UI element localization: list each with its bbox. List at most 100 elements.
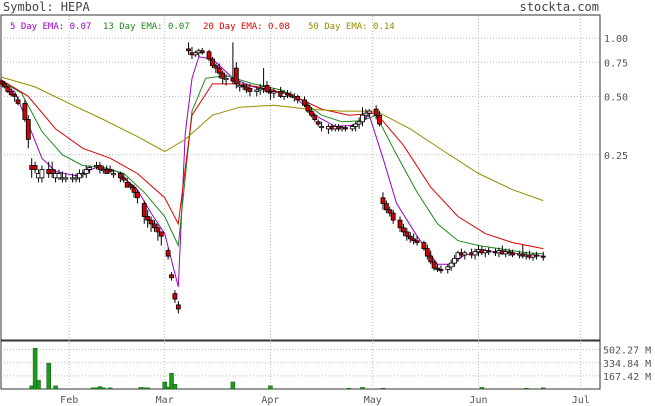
price-tick-label: 1.00 (604, 34, 628, 45)
date-tick-label: Jun (469, 395, 487, 406)
date-tick-label: Feb (60, 395, 78, 406)
candle-body (240, 84, 246, 88)
date-tick-label: May (364, 395, 382, 406)
candle-body (131, 186, 137, 193)
volume-bars (29, 348, 546, 390)
date-tick-label: Apr (261, 395, 279, 406)
candle-body (175, 304, 181, 310)
candle-body (288, 94, 294, 97)
volume-bar (523, 387, 529, 390)
volume-bar (230, 381, 236, 390)
candle-body (186, 48, 191, 52)
volume-bar (479, 387, 485, 390)
candle-body (353, 123, 359, 127)
candle-body (349, 126, 355, 130)
candle-body (172, 293, 178, 300)
volume-bar (53, 385, 58, 390)
date-axis-labels: Feb Mar Apr May Jun Jul (60, 395, 590, 406)
grid (1, 16, 600, 389)
candle-body (49, 169, 55, 174)
candle-body (404, 231, 410, 237)
candle-body (411, 238, 417, 242)
candle-body (254, 89, 260, 92)
candle-body (97, 165, 103, 170)
candle-body (312, 114, 318, 120)
candle-body (452, 257, 457, 264)
price-tick-label: 0.75 (604, 58, 628, 69)
candle-body (22, 103, 28, 120)
date-tick-label: Jul (572, 395, 590, 406)
candle-body (486, 250, 492, 253)
volume-panel (0, 340, 601, 390)
candle-body (12, 94, 18, 97)
candle-body (165, 250, 171, 257)
candle-body (360, 114, 365, 123)
date-tick-label: Mar (156, 395, 174, 406)
volume-bar (380, 387, 386, 390)
candle-body (199, 50, 205, 54)
candle-body (121, 177, 127, 181)
candle-body (158, 231, 164, 237)
volume-bar (107, 387, 113, 390)
candle-body (169, 274, 174, 279)
price-panel (0, 14, 601, 341)
candle-body (397, 219, 403, 229)
candle-body (220, 72, 226, 79)
candle-body (271, 91, 277, 94)
candle-body (152, 223, 157, 229)
candle-body (366, 110, 372, 114)
volume-bar (145, 387, 150, 390)
volume-bar (360, 387, 365, 390)
volume-bar (346, 387, 352, 390)
candle-body (401, 227, 406, 233)
candle-body (210, 58, 215, 67)
candle-body (155, 227, 161, 233)
candle-body (63, 177, 69, 180)
volume-axis-labels: 502.27 M 334.84 M 167.42 M (603, 346, 651, 383)
candle-body (383, 203, 389, 211)
candle-body (128, 184, 133, 188)
candle-body (107, 169, 113, 172)
candle-body (472, 251, 478, 256)
volume-tick-label: 334.84 M (603, 359, 651, 370)
candle-body (39, 169, 45, 179)
candle-body (455, 252, 461, 259)
candle-body (428, 255, 434, 263)
price-tick-label: 0.25 (604, 151, 628, 162)
candle-body (87, 167, 93, 170)
candle-body (319, 126, 324, 129)
legend-ema50: 50 Day EMA: 0.14 (308, 22, 395, 32)
candle-body (414, 240, 420, 244)
candle-body (308, 110, 314, 116)
symbol-label: Symbol: HEPA (3, 0, 90, 14)
candles (0, 42, 546, 314)
volume-tick-label: 502.27 M (603, 346, 651, 357)
legend-ema20: 20 Day EMA: 0.08 (203, 22, 290, 32)
candle-body (285, 92, 290, 96)
candle-body (302, 99, 307, 106)
volume-bar (36, 380, 41, 390)
candle-body (377, 114, 382, 125)
volume-bar (46, 362, 51, 390)
volume-bar (541, 387, 546, 390)
candle-body (295, 96, 301, 101)
candle-body (56, 173, 62, 179)
candle-body (431, 261, 437, 269)
candle-body (213, 65, 219, 69)
ema-legend: 5 Day EMA: 0.07 13 Day EMA: 0.07 20 Day … (10, 22, 395, 32)
candle-body (445, 266, 451, 270)
candle-body (305, 104, 311, 112)
candle-body (192, 52, 198, 56)
candle-body (83, 169, 89, 174)
volume-bar (162, 381, 167, 390)
candle-body (421, 242, 427, 249)
candle-body (80, 173, 86, 176)
ema-line-3 (0, 79, 544, 250)
candle-body (363, 112, 369, 116)
candle-body (534, 254, 539, 257)
candle-body (73, 177, 79, 180)
legend-ema13: 13 Day EMA: 0.07 (103, 22, 190, 32)
price-tick-label: 0.50 (604, 92, 628, 103)
candle-body (257, 87, 263, 91)
candle-body (438, 269, 444, 272)
